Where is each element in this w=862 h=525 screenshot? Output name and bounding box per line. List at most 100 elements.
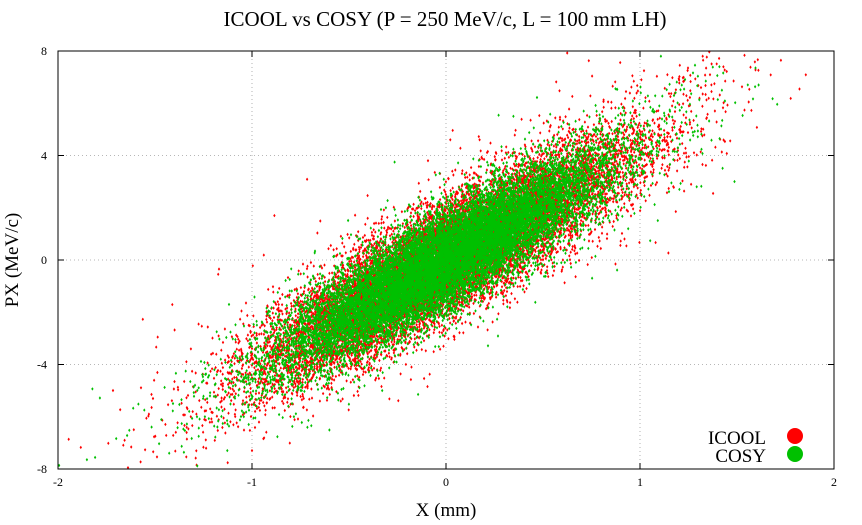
point (675, 88, 677, 91)
point (501, 149, 503, 152)
point (619, 158, 621, 161)
point (586, 114, 588, 117)
point (427, 159, 429, 162)
point (584, 120, 586, 123)
point (301, 360, 303, 363)
point (530, 264, 532, 267)
point (757, 58, 759, 61)
point (714, 146, 716, 149)
point (202, 446, 204, 449)
point (630, 190, 632, 193)
point (486, 328, 488, 331)
point (265, 431, 267, 434)
point (302, 262, 304, 265)
point (631, 74, 633, 77)
point (343, 245, 345, 248)
point (510, 292, 512, 295)
point (213, 377, 215, 380)
point (445, 180, 447, 183)
point (394, 219, 396, 222)
point (230, 399, 232, 402)
point (514, 129, 516, 132)
point (687, 66, 689, 69)
point (235, 392, 237, 395)
point (491, 320, 493, 323)
point (415, 349, 417, 352)
point (607, 100, 609, 103)
point (568, 107, 570, 110)
point (619, 118, 621, 121)
point (295, 314, 297, 317)
point (317, 273, 319, 276)
point (449, 189, 451, 192)
point (687, 99, 689, 102)
point (558, 141, 560, 144)
point (211, 367, 213, 370)
point (267, 288, 269, 291)
point (236, 421, 238, 424)
point (712, 97, 714, 100)
point (556, 133, 558, 136)
point (263, 404, 265, 407)
point (520, 118, 522, 121)
point (258, 391, 260, 394)
point (348, 408, 350, 411)
point (306, 178, 308, 181)
point (509, 306, 511, 309)
point (726, 70, 728, 73)
point (439, 348, 441, 351)
point (185, 431, 187, 434)
point (412, 203, 414, 206)
point (176, 421, 178, 424)
chart-title: ICOOL vs COSY (P = 250 MeV/c, L = 100 mm… (224, 7, 667, 31)
point (243, 428, 245, 431)
point (217, 273, 219, 276)
point (652, 168, 654, 171)
point (238, 349, 240, 352)
point (532, 157, 534, 160)
point (308, 398, 310, 401)
point (229, 420, 231, 423)
point (341, 397, 343, 400)
point (345, 379, 347, 382)
point (625, 244, 627, 247)
point (596, 114, 598, 117)
point (329, 393, 331, 396)
point (663, 136, 665, 139)
point (686, 165, 688, 168)
point (353, 394, 355, 397)
point (750, 109, 752, 112)
point (298, 269, 300, 272)
point (438, 331, 440, 334)
point (422, 202, 424, 205)
point (253, 366, 255, 369)
point (683, 166, 685, 169)
point (223, 408, 225, 411)
point (247, 333, 249, 336)
point (674, 110, 676, 113)
point (694, 77, 696, 80)
point (380, 218, 382, 221)
point (713, 82, 715, 85)
point (644, 96, 646, 99)
point (478, 138, 480, 141)
point (553, 269, 555, 272)
point (210, 417, 212, 420)
point (684, 160, 686, 163)
point (333, 378, 335, 381)
point (614, 106, 616, 109)
point (233, 362, 235, 365)
point (412, 215, 414, 218)
point (150, 406, 152, 409)
point (570, 251, 572, 254)
point (576, 251, 578, 254)
point (167, 403, 169, 406)
point (729, 139, 731, 142)
point (679, 157, 681, 160)
point (263, 333, 265, 336)
point (593, 123, 595, 126)
point (410, 224, 412, 227)
point (340, 399, 342, 402)
point (200, 406, 202, 409)
point (410, 378, 412, 381)
